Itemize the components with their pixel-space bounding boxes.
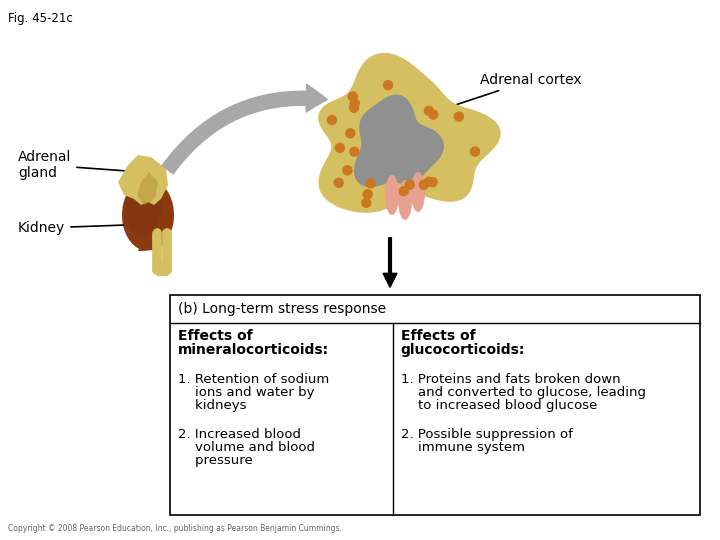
Text: 2. Possible suppression of: 2. Possible suppression of xyxy=(400,428,572,441)
Circle shape xyxy=(350,147,359,156)
Text: Effects of: Effects of xyxy=(400,329,475,343)
FancyArrowPatch shape xyxy=(162,84,328,174)
PathPatch shape xyxy=(122,179,174,251)
Text: immune system: immune system xyxy=(400,441,525,454)
Circle shape xyxy=(334,178,343,187)
Polygon shape xyxy=(138,172,158,205)
Circle shape xyxy=(348,92,357,101)
Polygon shape xyxy=(318,53,500,213)
Circle shape xyxy=(366,179,375,188)
Circle shape xyxy=(399,187,408,195)
Polygon shape xyxy=(118,155,168,205)
Circle shape xyxy=(419,180,428,190)
Circle shape xyxy=(328,116,336,125)
Polygon shape xyxy=(354,94,444,187)
Circle shape xyxy=(405,180,414,189)
Circle shape xyxy=(361,198,371,207)
Text: volume and blood: volume and blood xyxy=(178,441,315,454)
Circle shape xyxy=(351,99,359,108)
Text: Adrenal cortex: Adrenal cortex xyxy=(397,73,582,124)
Circle shape xyxy=(343,166,352,175)
Text: Fig. 45-21c: Fig. 45-21c xyxy=(8,12,73,25)
Circle shape xyxy=(336,144,344,152)
Text: Kidney: Kidney xyxy=(18,221,123,235)
Text: Copyright © 2008 Pearson Education, Inc., publishing as Pearson Benjamin Cumming: Copyright © 2008 Pearson Education, Inc.… xyxy=(8,524,342,533)
Text: pressure: pressure xyxy=(178,454,253,467)
Text: (b) Long-term stress response: (b) Long-term stress response xyxy=(178,302,386,316)
Text: Adrenal
gland: Adrenal gland xyxy=(18,150,138,180)
Circle shape xyxy=(471,147,480,156)
Circle shape xyxy=(424,106,433,116)
Text: 1. Proteins and fats broken down: 1. Proteins and fats broken down xyxy=(400,373,620,386)
Text: and converted to glucose, leading: and converted to glucose, leading xyxy=(400,386,646,399)
Polygon shape xyxy=(385,175,399,215)
Circle shape xyxy=(428,178,437,186)
Circle shape xyxy=(454,112,464,121)
Circle shape xyxy=(429,110,438,119)
Text: mineralocorticoids:: mineralocorticoids: xyxy=(178,343,329,357)
FancyBboxPatch shape xyxy=(170,295,700,515)
Text: 1. Retention of sodium: 1. Retention of sodium xyxy=(178,373,329,386)
Text: ions and water by: ions and water by xyxy=(178,386,315,399)
Text: 2. Increased blood: 2. Increased blood xyxy=(178,428,301,441)
Polygon shape xyxy=(398,180,412,220)
FancyArrowPatch shape xyxy=(383,238,397,287)
Circle shape xyxy=(384,80,392,90)
Text: kidneys: kidneys xyxy=(178,399,246,412)
Circle shape xyxy=(346,129,355,138)
Circle shape xyxy=(424,177,433,186)
Polygon shape xyxy=(411,172,425,212)
Text: to increased blood glucose: to increased blood glucose xyxy=(400,399,597,412)
PathPatch shape xyxy=(125,177,161,237)
Circle shape xyxy=(363,190,372,199)
Circle shape xyxy=(349,103,359,112)
Text: Effects of: Effects of xyxy=(178,329,253,343)
Text: glucocorticoids:: glucocorticoids: xyxy=(400,343,525,357)
